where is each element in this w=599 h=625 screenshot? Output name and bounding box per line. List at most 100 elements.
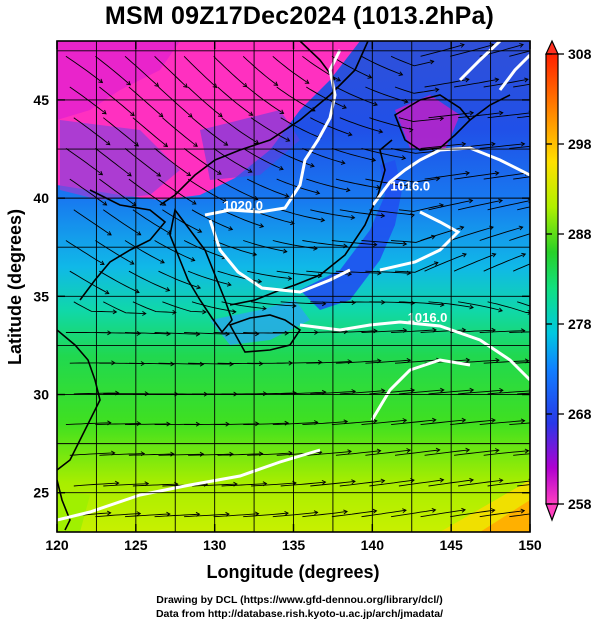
streamline-arrowhead <box>317 359 323 365</box>
streamline <box>187 178 227 203</box>
streamline-arrowhead <box>142 311 147 316</box>
streamline <box>479 330 525 333</box>
streamline-arrowhead <box>313 510 319 516</box>
streamline <box>302 331 348 333</box>
streamline-arrowhead <box>284 510 289 516</box>
x-tick-label: 150 <box>518 537 542 553</box>
streamline <box>132 209 172 235</box>
streamline <box>154 55 188 88</box>
streamline-arrowhead <box>127 171 132 177</box>
streamline <box>99 86 135 116</box>
streamline <box>517 392 530 395</box>
streamline-arrowhead <box>461 507 466 513</box>
streamline <box>187 86 223 117</box>
streamline <box>276 270 322 277</box>
streamline-arrowhead <box>158 112 164 118</box>
streamline-arrowhead <box>197 228 203 233</box>
streamline-arrowhead <box>104 289 110 295</box>
streamline <box>509 422 530 426</box>
streamline-arrowhead <box>229 361 234 367</box>
streamline-arrowhead <box>373 101 378 107</box>
streamline-arrowhead <box>367 74 373 79</box>
streamline <box>331 147 376 161</box>
streamline-arrowhead <box>408 127 414 133</box>
colorbar-bottom-arrow <box>545 503 559 522</box>
streamline <box>483 172 529 180</box>
streamline-arrowhead <box>558 480 562 484</box>
streamline-arrowhead <box>226 281 232 287</box>
streamline <box>335 86 378 106</box>
streamline <box>390 147 436 154</box>
streamline-arrowhead <box>262 305 267 311</box>
streamline-arrowhead <box>284 330 290 336</box>
streamline-arrowhead <box>469 110 475 116</box>
streamline-arrowhead <box>290 220 295 226</box>
streamline-arrowhead <box>217 112 223 118</box>
streamline-arrowhead <box>134 288 140 294</box>
streamline-arrowhead <box>170 451 175 457</box>
streamline <box>154 332 200 335</box>
streamline-arrowhead <box>406 183 411 189</box>
streamline <box>369 389 415 395</box>
streamline-arrowhead <box>519 43 524 48</box>
streamline <box>420 226 464 241</box>
streamline-arrowhead <box>524 448 530 454</box>
streamline-arrowhead <box>340 160 346 165</box>
streamline-arrowhead <box>126 80 131 86</box>
streamline-arrowhead <box>402 241 408 247</box>
streamline <box>331 240 377 246</box>
streamline <box>65 240 105 265</box>
streamline <box>454 172 499 180</box>
streamline <box>458 479 503 487</box>
streamline-arrowhead <box>248 111 254 116</box>
streamline-arrowhead <box>498 198 503 204</box>
streamline <box>243 512 289 518</box>
streamline-arrowhead <box>347 131 353 137</box>
streamline <box>335 270 381 274</box>
streamline-arrowhead <box>259 223 265 229</box>
x-tick-label: 130 <box>203 537 227 553</box>
streamline <box>394 449 440 456</box>
colorbar-tick-label: 258 <box>568 496 592 512</box>
streamline-arrowhead <box>166 331 171 337</box>
streamline <box>479 510 525 518</box>
streamline-arrowhead <box>222 198 228 203</box>
streamline-arrowhead <box>136 511 142 517</box>
streamline <box>272 421 318 426</box>
streamline <box>154 513 200 518</box>
streamline <box>331 420 377 426</box>
streamline-arrowhead <box>521 252 527 258</box>
streamline-arrowhead <box>129 260 135 265</box>
streamline <box>213 423 259 426</box>
streamline <box>124 240 165 264</box>
streamline <box>517 484 530 487</box>
streamline-arrowhead <box>279 165 284 171</box>
streamline-arrowhead <box>154 82 160 87</box>
streamline <box>339 480 385 487</box>
streamline <box>95 55 131 86</box>
streamline <box>369 117 413 131</box>
streamline <box>450 509 495 518</box>
streamline-arrowhead <box>190 257 196 262</box>
streamline-arrowhead <box>217 170 222 175</box>
streamline-arrowhead <box>398 71 404 77</box>
streamline <box>302 240 348 247</box>
streamline-arrowhead <box>402 418 408 423</box>
streamline <box>369 209 415 216</box>
streamline <box>458 389 503 395</box>
colorbar-gradient <box>545 53 559 505</box>
streamline <box>183 55 217 88</box>
streamline <box>280 391 326 395</box>
streamline-arrowhead <box>380 478 386 484</box>
streamline-arrowhead <box>156 172 162 177</box>
streamline <box>124 332 171 335</box>
streamline <box>391 419 436 426</box>
streamline <box>247 452 293 456</box>
streamline <box>213 148 253 173</box>
streamline-arrowhead <box>232 309 237 315</box>
streamline <box>124 513 170 518</box>
streamline <box>394 261 439 273</box>
streamline-arrowhead <box>498 307 503 313</box>
streamline-arrowhead <box>282 248 288 254</box>
streamline <box>361 55 403 76</box>
